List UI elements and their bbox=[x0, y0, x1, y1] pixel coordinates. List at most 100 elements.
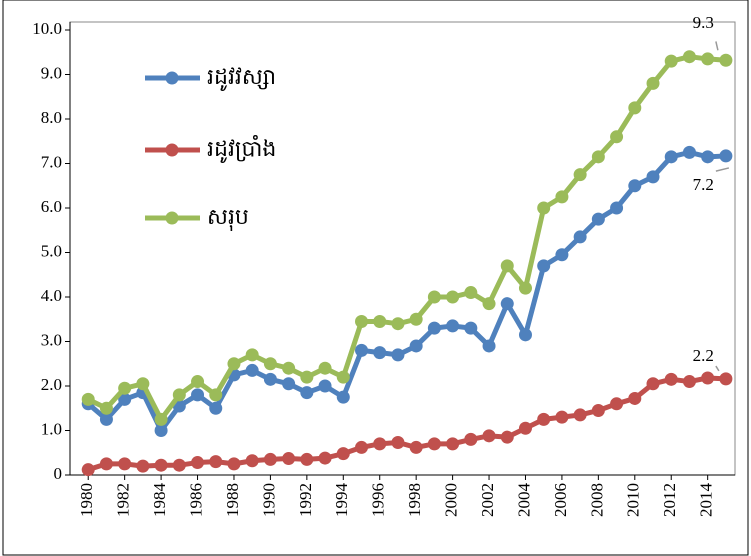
data-point bbox=[664, 150, 678, 164]
x-tick-label: 1980 bbox=[77, 483, 96, 517]
data-point bbox=[682, 145, 696, 159]
data-point bbox=[391, 317, 405, 331]
data-point bbox=[518, 421, 532, 435]
data-point bbox=[300, 452, 314, 466]
data-point bbox=[701, 150, 715, 164]
data-point bbox=[628, 101, 642, 115]
data-point bbox=[500, 259, 514, 273]
data-point bbox=[719, 53, 733, 67]
data-point bbox=[81, 392, 95, 406]
data-point bbox=[336, 447, 350, 461]
data-point bbox=[427, 290, 441, 304]
data-point bbox=[99, 412, 113, 426]
data-point bbox=[263, 357, 277, 371]
data-point bbox=[373, 314, 387, 328]
data-point bbox=[719, 149, 733, 163]
x-tick-label: 2000 bbox=[442, 483, 461, 517]
data-point bbox=[646, 377, 660, 391]
data-point bbox=[136, 377, 150, 391]
x-tick-label: 1994 bbox=[332, 483, 351, 518]
data-point bbox=[518, 328, 532, 342]
data-point bbox=[245, 363, 259, 377]
data-point bbox=[464, 432, 478, 446]
x-tick-label: 2014 bbox=[697, 483, 716, 518]
x-tick-label: 1996 bbox=[369, 483, 388, 517]
label-leader bbox=[715, 167, 730, 172]
legend-marker bbox=[165, 211, 179, 225]
data-point bbox=[154, 458, 168, 472]
data-label: 2.2 bbox=[693, 346, 714, 365]
data-point bbox=[409, 339, 423, 353]
data-point bbox=[500, 297, 514, 311]
data-point bbox=[555, 190, 569, 204]
data-point bbox=[701, 371, 715, 385]
data-point bbox=[282, 361, 296, 375]
x-tick-label: 2008 bbox=[587, 483, 606, 517]
data-point bbox=[518, 281, 532, 295]
data-point bbox=[573, 168, 587, 182]
data-point bbox=[646, 170, 660, 184]
data-point bbox=[537, 201, 551, 215]
x-tick-label: 2002 bbox=[478, 483, 497, 517]
data-point bbox=[719, 372, 733, 386]
x-tick-label: 1998 bbox=[405, 483, 424, 517]
data-point bbox=[355, 314, 369, 328]
x-tick-label: 1984 bbox=[150, 483, 169, 518]
data-point bbox=[209, 388, 223, 402]
data-label: 9.3 bbox=[693, 13, 714, 32]
data-point bbox=[245, 348, 259, 362]
data-point bbox=[391, 348, 405, 362]
data-point bbox=[136, 459, 150, 473]
data-point bbox=[682, 50, 696, 64]
data-label: 7.2 bbox=[693, 175, 714, 194]
data-point bbox=[701, 52, 715, 66]
data-point bbox=[409, 440, 423, 454]
data-point bbox=[446, 319, 460, 333]
data-point bbox=[646, 76, 660, 90]
data-point bbox=[227, 457, 241, 471]
x-tick-label: 1986 bbox=[186, 483, 205, 517]
data-point bbox=[446, 437, 460, 451]
y-tick-label: 3.0 bbox=[41, 330, 62, 349]
x-tick-label: 2004 bbox=[514, 483, 533, 518]
data-point bbox=[191, 456, 205, 470]
x-tick-label: 1982 bbox=[114, 483, 133, 517]
data-point bbox=[537, 412, 551, 426]
y-tick-label: 7.0 bbox=[41, 152, 62, 171]
data-point bbox=[191, 375, 205, 389]
data-point bbox=[682, 375, 696, 389]
y-tick-label: 6.0 bbox=[41, 197, 62, 216]
y-tick-label: 1.0 bbox=[41, 419, 62, 438]
label-leader bbox=[715, 365, 720, 372]
data-point bbox=[573, 408, 587, 422]
legend-marker bbox=[165, 143, 179, 157]
data-point bbox=[154, 424, 168, 437]
y-tick-label: 5.0 bbox=[41, 241, 62, 260]
legend-marker bbox=[165, 71, 179, 85]
data-point bbox=[99, 457, 113, 471]
data-point bbox=[172, 458, 186, 472]
data-point bbox=[500, 430, 514, 444]
legend-label: រដូវប្រាំង bbox=[207, 135, 276, 163]
data-point bbox=[482, 429, 496, 443]
data-point bbox=[318, 379, 332, 393]
data-point bbox=[99, 401, 113, 415]
data-point bbox=[209, 401, 223, 415]
x-tick-label: 1988 bbox=[223, 483, 242, 517]
data-point bbox=[555, 248, 569, 262]
data-point bbox=[191, 388, 205, 402]
data-point bbox=[118, 457, 132, 471]
data-point bbox=[282, 452, 296, 466]
legend-label: សរុប bbox=[207, 204, 249, 231]
data-point bbox=[227, 357, 241, 371]
y-tick-label: 8.0 bbox=[41, 108, 62, 127]
data-point bbox=[263, 372, 277, 386]
data-point bbox=[427, 321, 441, 335]
y-tick-label: 4.0 bbox=[41, 286, 62, 305]
data-point bbox=[482, 297, 496, 311]
data-point bbox=[446, 290, 460, 304]
legend-label: រដូវវស្សា bbox=[207, 64, 276, 91]
data-point bbox=[355, 343, 369, 357]
data-point bbox=[464, 321, 478, 335]
